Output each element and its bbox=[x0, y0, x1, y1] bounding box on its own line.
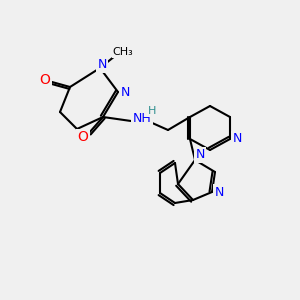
Text: H: H bbox=[148, 106, 156, 116]
Text: N: N bbox=[97, 58, 107, 71]
Text: N: N bbox=[195, 148, 205, 161]
Text: O: O bbox=[78, 130, 88, 144]
Text: CH₃: CH₃ bbox=[112, 47, 134, 57]
Text: NH: NH bbox=[133, 112, 152, 125]
Text: N: N bbox=[232, 133, 242, 146]
Text: N: N bbox=[214, 185, 224, 199]
Text: N: N bbox=[120, 85, 130, 98]
Text: O: O bbox=[40, 73, 50, 87]
